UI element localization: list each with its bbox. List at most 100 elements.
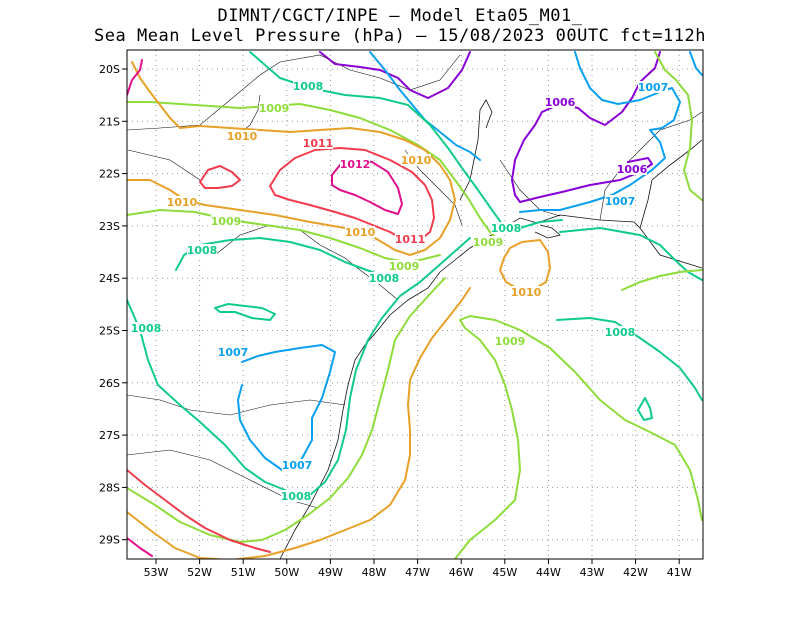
contour-label-background — [638, 81, 668, 93]
lon-tick-label: 51W — [231, 566, 256, 579]
contour-label-1010: 1010 — [345, 226, 376, 239]
map-title-line1: DIMNT/CGCT/INPE – Model Eta05_M01_ — [217, 6, 583, 26]
contour-label-background — [369, 272, 399, 284]
contour-label-1007: 1007 — [282, 459, 313, 472]
contour-label-background — [605, 195, 635, 207]
contour-label-background — [545, 96, 575, 108]
lon-tick-label: 45W — [492, 566, 517, 579]
contour-label-1007: 1007 — [218, 346, 249, 359]
contour-label-background — [227, 130, 257, 142]
contour-label-1010: 1010 — [401, 154, 432, 167]
contour-label-background — [282, 459, 312, 471]
isobar-1008 — [214, 303, 276, 321]
isobar-1009 — [127, 101, 501, 243]
lat-tick-label: 22S — [99, 168, 120, 181]
contour-label-background — [401, 154, 431, 166]
isobar-1011 — [199, 165, 241, 189]
isobar-1010 — [127, 287, 471, 559]
lat-tick-label: 21S — [99, 115, 120, 128]
isobar-1007 — [237, 344, 336, 471]
contour-label-background — [395, 233, 425, 245]
isobar-1011 — [127, 469, 271, 553]
contour-label-1008: 1008 — [187, 244, 218, 257]
isobar-1012 — [127, 59, 143, 96]
lon-tick-label: 42W — [623, 566, 648, 579]
contour-label-1008: 1008 — [605, 326, 636, 339]
isobar-1009 — [654, 51, 703, 201]
lat-tick-label: 23S — [99, 220, 120, 233]
isobar-1007 — [519, 51, 681, 213]
contour-label-1009: 1009 — [259, 102, 290, 115]
contour-label-1008: 1008 — [293, 80, 324, 93]
isobar-1010 — [499, 239, 551, 291]
contour-label-background — [345, 226, 375, 238]
contour-label-1007: 1007 — [605, 195, 636, 208]
contour-label-1011: 1011 — [303, 137, 334, 150]
contour-label-background — [281, 490, 311, 502]
contour-label-1008: 1008 — [281, 490, 312, 503]
contour-label-background — [259, 102, 289, 114]
contour-label-background — [167, 196, 197, 208]
contour-label-1009: 1009 — [211, 215, 242, 228]
contour-label-1008: 1008 — [369, 272, 400, 285]
map-title-line2: Sea Mean Level Pressure (hPa) – 15/08/20… — [94, 26, 706, 46]
isobar-1009 — [621, 269, 703, 291]
contour-label-background — [187, 244, 217, 256]
lon-tick-label: 49W — [318, 566, 343, 579]
lat-tick-label: 29S — [99, 534, 120, 547]
isobar-1008 — [556, 317, 703, 401]
contour-label-1010: 1010 — [511, 286, 542, 299]
isobar-1009 — [127, 277, 446, 543]
lat-tick-label: 24S — [99, 272, 120, 285]
longitude-axis: 53W 52W 51W 50W 49W 48W 47W 46W 45W 44W 43W 42W 41W — [144, 559, 692, 579]
contour-label-background — [303, 137, 333, 149]
contour-label-1006: 1006 — [545, 96, 576, 109]
contour-label-1010: 1010 — [227, 130, 258, 143]
contour-label-background — [605, 326, 635, 338]
contour-label-1009: 1009 — [473, 236, 504, 249]
contour-label-1008: 1008 — [491, 222, 522, 235]
isobar-1006 — [319, 51, 471, 99]
lon-tick-label: 47W — [405, 566, 430, 579]
lat-tick-label: 27S — [99, 429, 120, 442]
contour-label-1010: 1010 — [167, 196, 198, 209]
lat-tick-label: 20S — [99, 63, 120, 76]
lat-tick-label: 26S — [99, 377, 120, 390]
isobar-1006 — [511, 51, 661, 203]
lon-tick-label: 41W — [667, 566, 692, 579]
isobar-1007 — [689, 51, 703, 76]
contour-label-1009: 1009 — [389, 260, 420, 273]
contour-label-background — [131, 322, 161, 334]
contour-label-background — [340, 158, 370, 170]
contour-label-background — [473, 236, 503, 248]
isobar-1008 — [637, 397, 653, 421]
contour-label-background — [389, 260, 419, 272]
contour-label-1011: 1011 — [395, 233, 426, 246]
lon-tick-label: 46W — [449, 566, 474, 579]
isobar-1009 — [127, 209, 441, 263]
isobar-1012 — [127, 537, 153, 557]
map-frame — [126, 49, 704, 560]
lon-tick-label: 50W — [274, 566, 299, 579]
lat-tick-label: 25S — [99, 325, 120, 338]
isobar-1009 — [454, 315, 703, 559]
contour-label-1008: 1008 — [131, 322, 162, 335]
contour-label-1009: 1009 — [495, 335, 526, 348]
isobar-1008 — [127, 237, 471, 496]
latitude-axis: 20S 21S 22S 23S 24S 25S 26S 27S 28S 29S — [99, 63, 127, 547]
contour-label-background — [511, 286, 541, 298]
contour-label-1012: 1012 — [340, 158, 371, 171]
contour-label-1007: 1007 — [638, 81, 669, 94]
contour-label-background — [617, 163, 647, 175]
isobar-1010 — [127, 61, 456, 256]
lon-tick-label: 52W — [187, 566, 212, 579]
lon-tick-label: 43W — [580, 566, 605, 579]
lat-tick-label: 28S — [99, 481, 120, 494]
contour-label-background — [491, 222, 521, 234]
lon-tick-label: 44W — [536, 566, 561, 579]
lon-tick-label: 48W — [362, 566, 387, 579]
lon-tick-label: 53W — [144, 566, 169, 579]
contour-label-background — [293, 80, 323, 92]
contour-label-1006: 1006 — [617, 163, 648, 176]
